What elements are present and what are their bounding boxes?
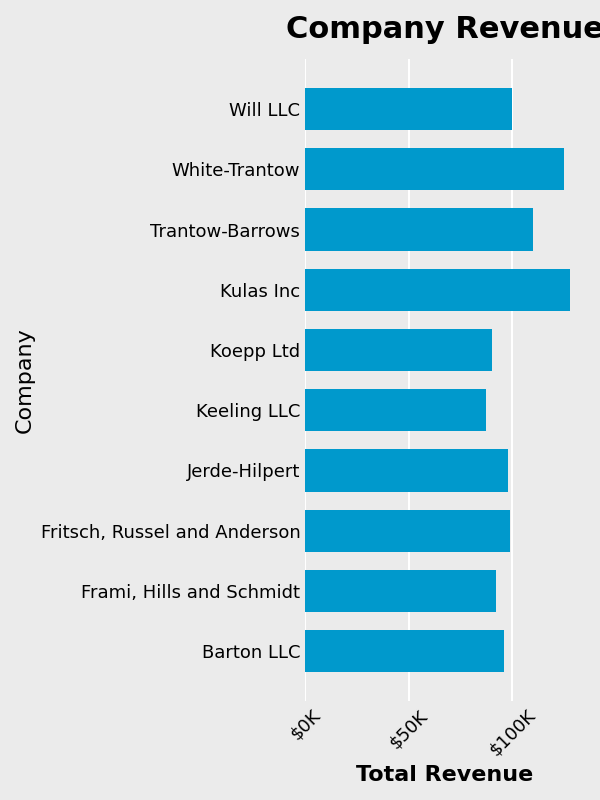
Bar [305, 570, 496, 612]
Bar [305, 209, 533, 250]
Bar [305, 269, 571, 311]
Y-axis label: Company: Company [15, 327, 35, 433]
Title: Company Revenue: Company Revenue [286, 15, 600, 44]
Bar [305, 389, 485, 431]
Bar [305, 450, 508, 491]
Bar [305, 329, 492, 371]
Bar [305, 510, 511, 552]
Bar [305, 148, 564, 190]
Bar [305, 88, 512, 130]
Bar [305, 630, 504, 672]
X-axis label: Total Revenue: Total Revenue [356, 765, 534, 785]
